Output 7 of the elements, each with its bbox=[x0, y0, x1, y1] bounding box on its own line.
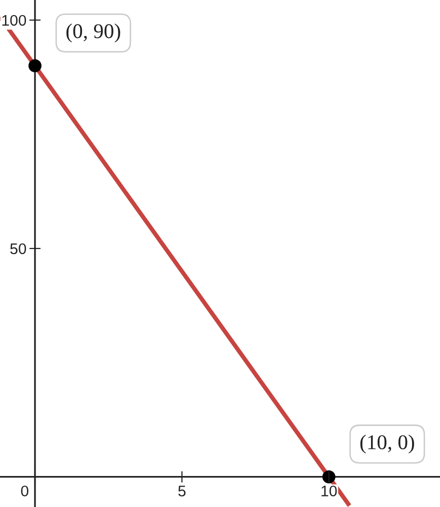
annotation: (0, 90) bbox=[66, 24, 120, 42]
x-tick-label: 5 bbox=[178, 486, 186, 496]
annotation: (10, 0) bbox=[360, 434, 414, 454]
x-tick-label: 10 bbox=[322, 486, 337, 496]
y-tick-label: 100 bbox=[2, 14, 26, 26]
y-tick-label: 50 bbox=[10, 243, 26, 254]
x-tick-label: 0 bbox=[21, 486, 28, 496]
